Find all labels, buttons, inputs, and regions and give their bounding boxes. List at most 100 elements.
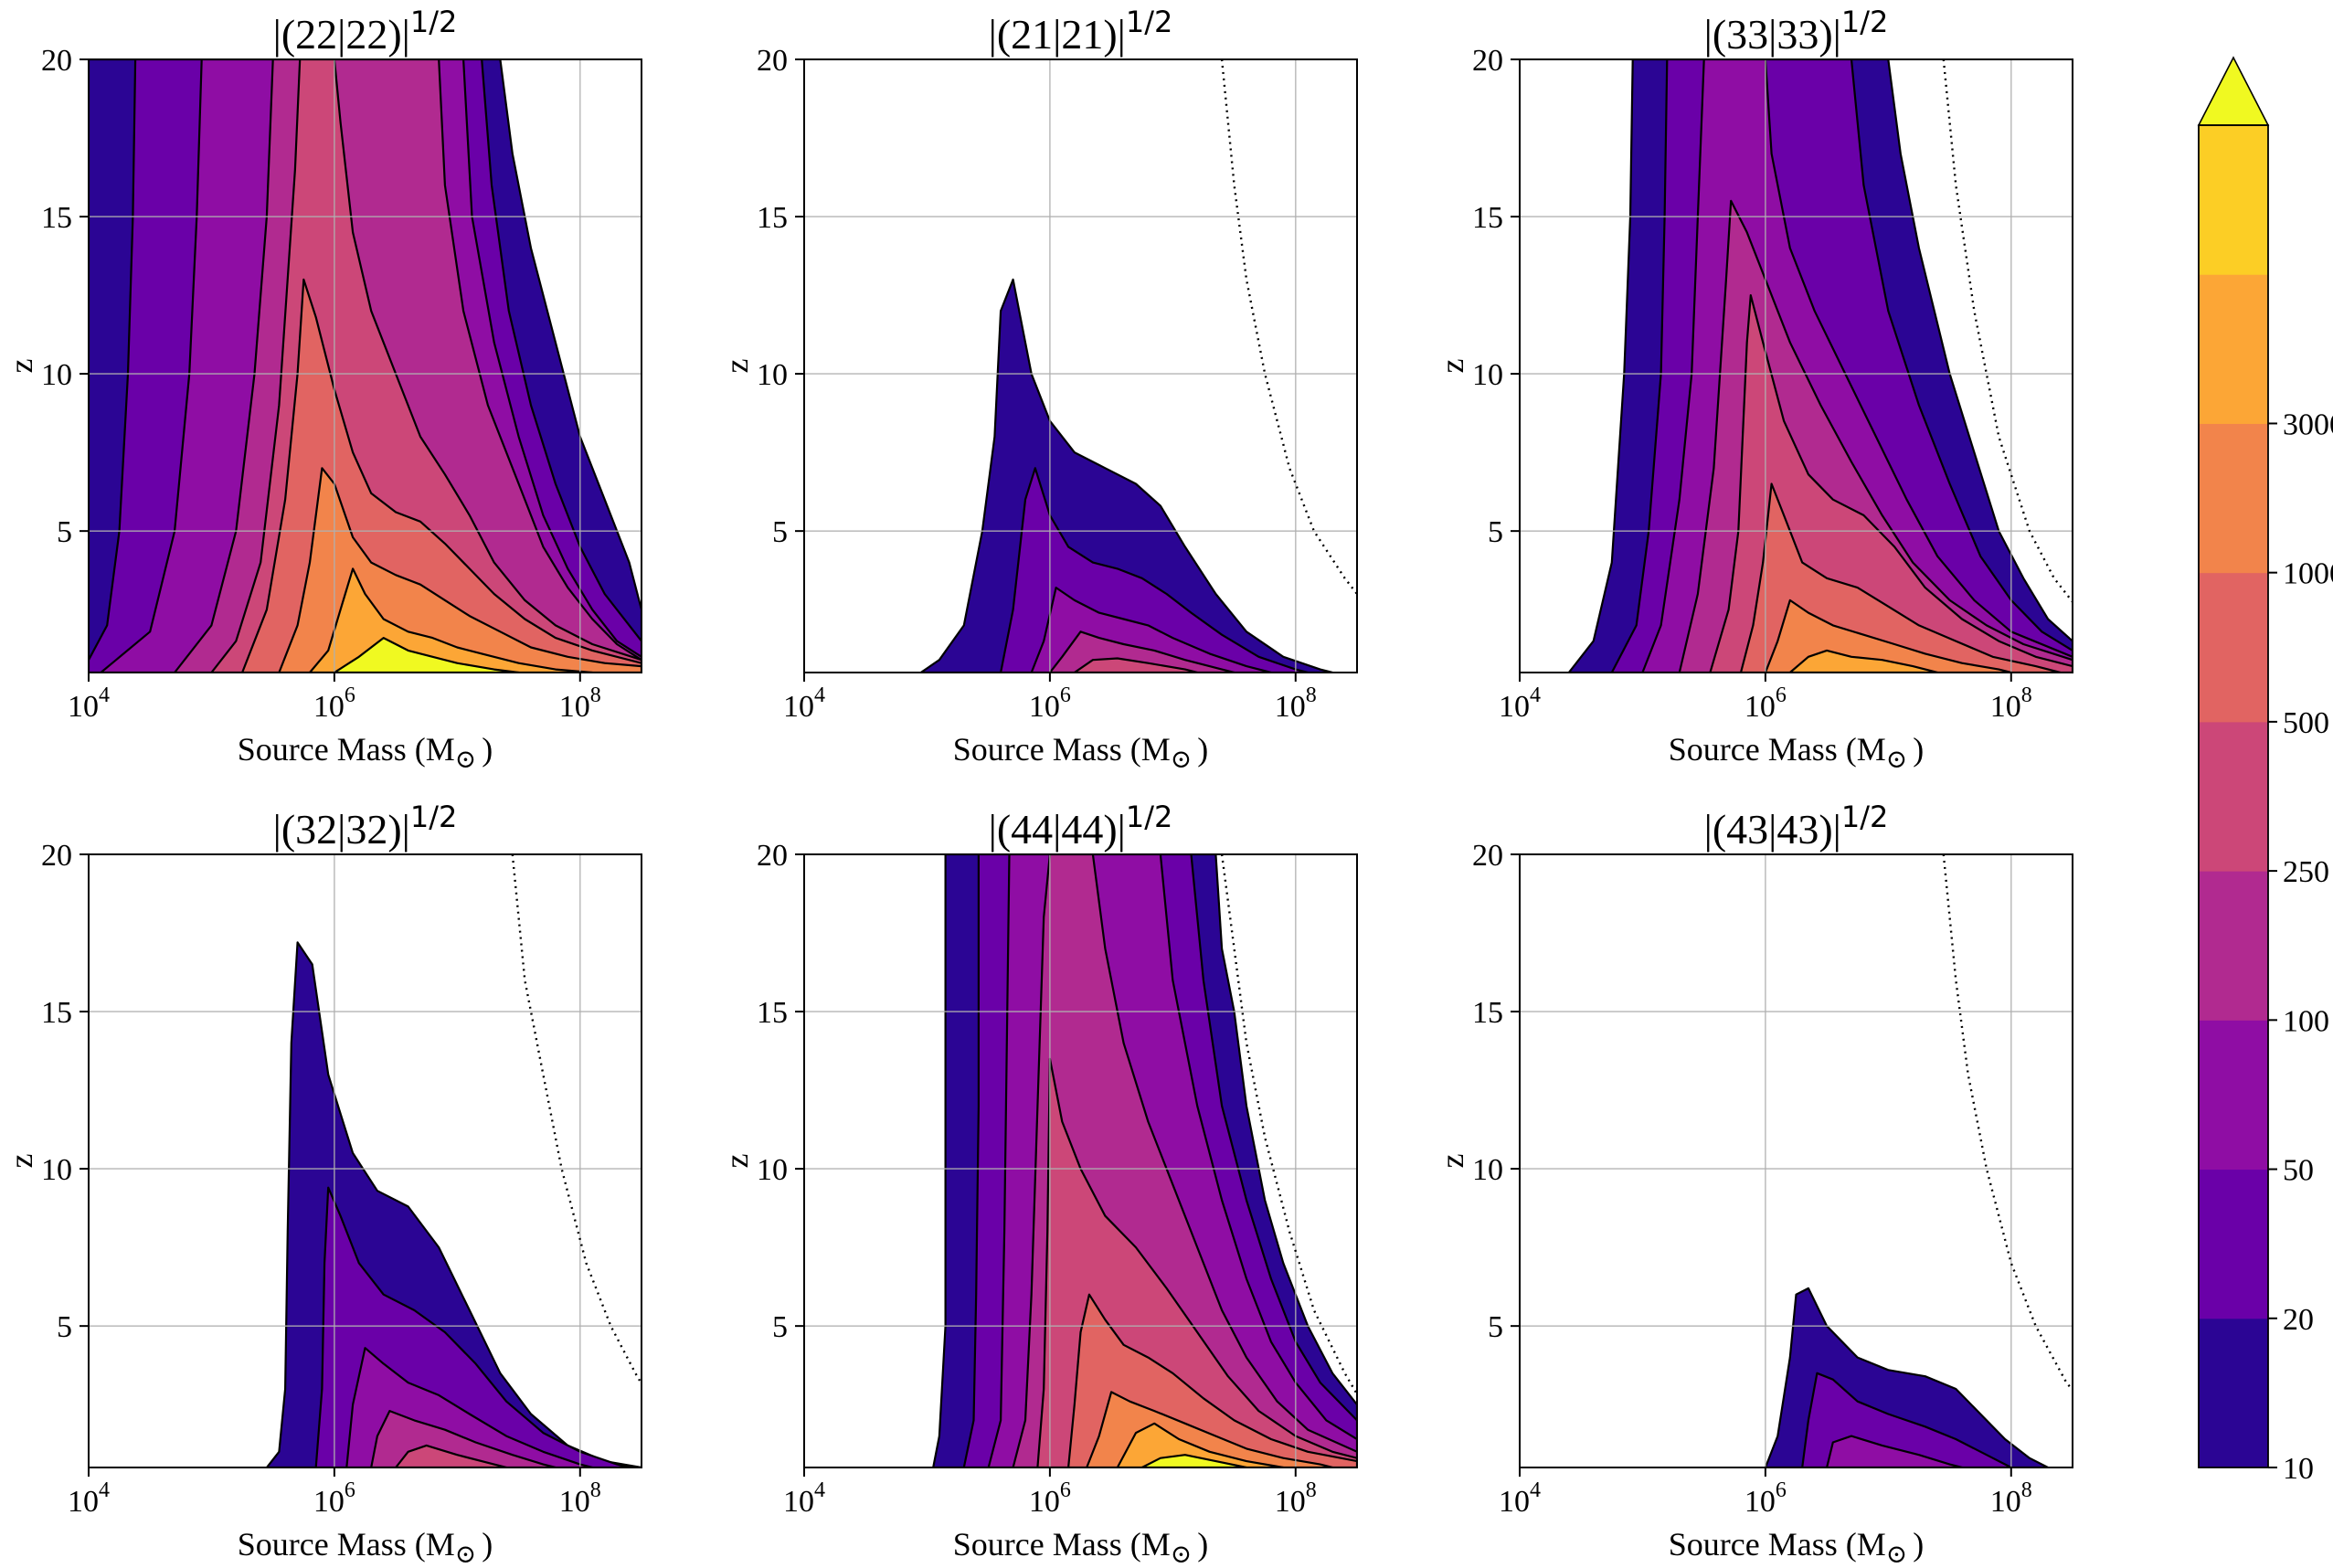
y-axis-label: z: [1434, 1154, 1470, 1169]
panel-3: 104 106 108 5 10 15 20 z Source Mass (M⊙) |(33|33…: [1434, 5, 2073, 774]
contour-band-3001: [1140, 1454, 1248, 1467]
colorbar-band: [2199, 1318, 2268, 1468]
y-tick-label: 10: [1472, 1153, 1503, 1187]
x-tick-label: 108: [1990, 683, 2032, 724]
colorbar-band: [2199, 572, 2268, 723]
x-tick-label: 104: [783, 1478, 825, 1519]
axes-frame: [1519, 58, 2073, 673]
x-tick-label: 108: [559, 683, 601, 724]
colorbar-band: [2199, 125, 2268, 275]
x-axis-label: Source Mass (M⊙): [238, 731, 493, 774]
panel-title: |(43|43)|1/2: [1704, 800, 1889, 853]
contour-layer: [919, 278, 1334, 673]
y-tick-label: 15: [41, 201, 72, 235]
axes-frame: [803, 853, 1358, 1468]
contour-band-250: [1073, 657, 1199, 673]
colorbar-band: [2199, 871, 2268, 1021]
x-tick-label: 104: [1499, 1478, 1541, 1519]
y-tick-label: 20: [757, 839, 788, 873]
colorbar: 10 20 50 100 250 500 1000 3000: [2197, 56, 2333, 1486]
y-tick-label: 15: [757, 996, 788, 1030]
x-tick-label: 106: [1029, 683, 1071, 724]
y-tick-label: 5: [772, 515, 788, 549]
y-tick-label: 10: [1472, 358, 1503, 392]
y-tick-label: 10: [41, 358, 72, 392]
x-axis-label: Source Mass (M⊙): [238, 1526, 493, 1568]
contour-band-250: [395, 1444, 508, 1467]
contour-band-3000: [1788, 649, 1939, 673]
axes-frame: [803, 58, 1358, 673]
panel-4: 104 106 108 5 10 15 20 z Source Mass (M⊙) |(32|32…: [3, 800, 642, 1568]
x-tick-label: 106: [313, 683, 355, 724]
x-tick-label: 104: [68, 1478, 110, 1519]
grid: [89, 59, 642, 673]
y-tick-label: 20: [757, 44, 788, 78]
colorbar-frame: [2198, 124, 2269, 1468]
x-axis-label: Source Mass (M⊙): [1669, 731, 1924, 774]
x-tick-label: 106: [1744, 1478, 1787, 1519]
reference-curve: [1220, 854, 1357, 1397]
axes-frame: [1519, 853, 2073, 1468]
reference-curve: [511, 854, 642, 1386]
x-tick-label: 104: [68, 683, 110, 724]
grid: [804, 59, 1357, 673]
panel-title: |(22|22)|1/2: [273, 5, 458, 58]
contour-band-3000: [1116, 1422, 1285, 1467]
colorbar-band: [2199, 423, 2268, 574]
panel-5: 104 106 108 5 10 15 20 z Source Mass (M⊙) |(44|44…: [718, 800, 1358, 1568]
reference-curve: [1942, 854, 2073, 1393]
y-tick-label: 15: [757, 201, 788, 235]
y-tick-label: 10: [757, 1153, 788, 1187]
colorbar-tick-label: 3000: [2283, 408, 2333, 441]
colorbar-tick-label: 1000: [2283, 557, 2333, 591]
x-tick-label: 106: [1029, 1478, 1071, 1519]
x-tick-label: 108: [1275, 683, 1317, 724]
x-axis-label: Source Mass (M⊙): [953, 1526, 1208, 1568]
y-tick-label: 20: [1472, 839, 1503, 873]
grid: [804, 854, 1357, 1467]
y-axis-label: z: [3, 359, 39, 374]
x-tick-label: 108: [1990, 1478, 2032, 1519]
contour-layer: [1764, 1287, 2050, 1467]
colorbar-tick-label: 20: [2283, 1303, 2314, 1337]
grid: [1520, 59, 2073, 673]
colorbar-tick-label: 10: [2283, 1452, 2314, 1486]
y-tick-label: 20: [1472, 44, 1503, 78]
y-tick-label: 5: [1488, 1310, 1503, 1344]
axes-frame: [88, 853, 642, 1468]
panel-1: 104 106 108 5 10 15 20 z Source Mass (M⊙) |(22|22…: [3, 5, 642, 774]
panel-2: 104 106 108 5 10 15 20 z Source Mass (M⊙) |(21|21…: [718, 5, 1358, 774]
y-tick-label: 5: [1488, 515, 1503, 549]
panel-6: 104 106 108 5 10 15 20 z Source Mass (M⊙) |(43|43…: [1434, 800, 2073, 1568]
colorbar-tick-label: 250: [2283, 855, 2329, 889]
y-tick-label: 10: [41, 1153, 72, 1187]
colorbar-band: [2199, 721, 2268, 872]
x-axis-label: Source Mass (M⊙): [1669, 1526, 1924, 1568]
y-tick-label: 15: [1472, 201, 1503, 235]
y-axis-label: z: [718, 359, 755, 374]
y-tick-label: 5: [57, 515, 72, 549]
x-tick-label: 106: [313, 1478, 355, 1519]
y-tick-label: 15: [41, 996, 72, 1030]
panel-title: |(21|21)|1/2: [989, 5, 1173, 58]
contour-layer: [1567, 59, 2073, 673]
x-tick-label: 108: [559, 1478, 601, 1519]
contour-layer: [265, 941, 642, 1467]
axes-frame: [88, 58, 642, 673]
panel-title: |(33|33)|1/2: [1704, 5, 1889, 58]
y-axis-label: z: [3, 1154, 39, 1169]
colorbar-band: [2199, 274, 2268, 424]
grid: [1520, 854, 2073, 1467]
contour-layer: [932, 854, 1357, 1467]
x-tick-label: 108: [1275, 1478, 1317, 1519]
y-tick-label: 20: [41, 839, 72, 873]
contour-band-3001: [333, 636, 520, 673]
panel-title: |(44|44)|1/2: [989, 800, 1173, 853]
y-tick-label: 5: [772, 1310, 788, 1344]
x-axis-label: Source Mass (M⊙): [953, 731, 1208, 774]
y-tick-label: 20: [41, 44, 72, 78]
x-tick-label: 104: [783, 683, 825, 724]
colorbar-tick-label: 500: [2283, 706, 2329, 740]
colorbar-band: [2199, 1169, 2268, 1319]
